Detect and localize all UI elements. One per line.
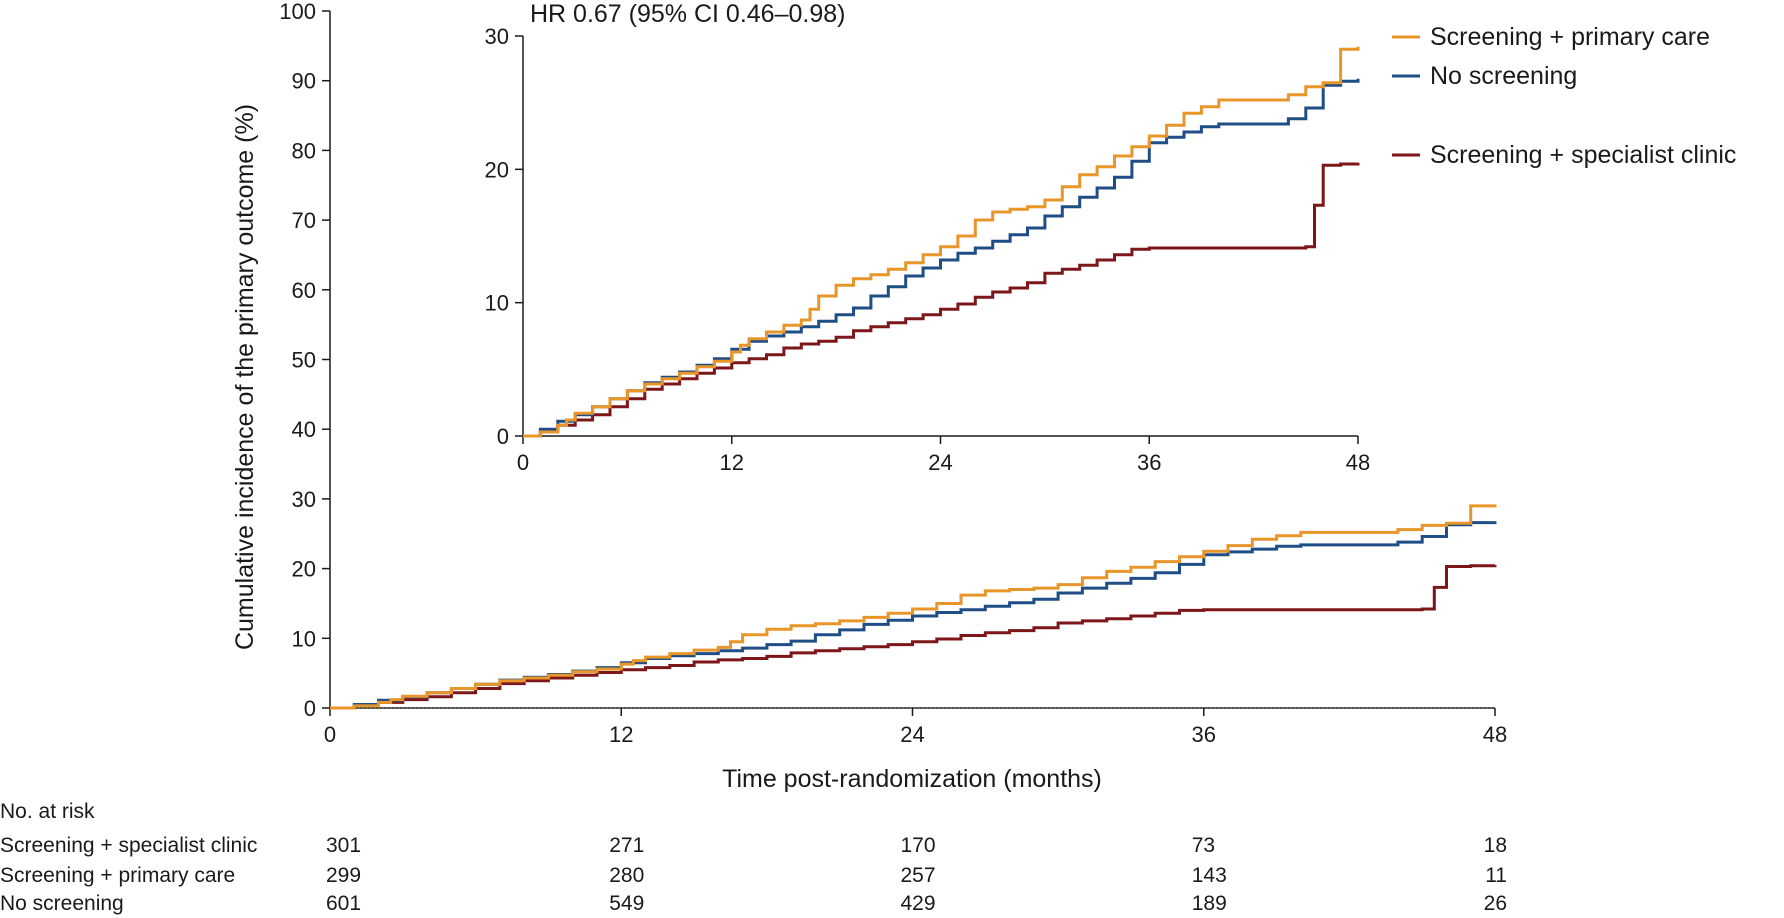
main-y-tick-label: 100 bbox=[279, 0, 316, 24]
risk-row-label: No screening bbox=[0, 892, 124, 915]
y-axis-title: Cumulative incidence of the primary outc… bbox=[231, 104, 259, 650]
main-x-tick-label: 48 bbox=[1483, 722, 1507, 747]
risk-table-cell: 26 bbox=[1484, 892, 1507, 915]
inset-y-tick-label: 20 bbox=[485, 157, 509, 182]
risk-table-cell: 299 bbox=[326, 864, 361, 887]
risk-table-cell: 18 bbox=[1484, 834, 1507, 857]
legend: Screening + primary care No screening Sc… bbox=[1392, 23, 1736, 169]
inset-x-tick-label: 12 bbox=[720, 450, 744, 475]
main-series-line-screening-primary-care bbox=[330, 504, 1497, 710]
main-y-tick-label: 20 bbox=[292, 557, 316, 582]
main-x-tick-label: 24 bbox=[900, 722, 924, 747]
inset-x-tick-label: 24 bbox=[928, 450, 952, 475]
risk-table-cell: 601 bbox=[326, 892, 361, 915]
inset-tick-labels: 0 10 20 30 0 12 24 36 48 bbox=[485, 24, 1371, 475]
inset-x-tick-label: 0 bbox=[517, 450, 529, 475]
inset-y-tick-label: 0 bbox=[497, 424, 509, 449]
main-y-tick-label: 50 bbox=[292, 348, 316, 373]
inset-y-tick-label: 30 bbox=[485, 24, 509, 49]
main-x-tick-label: 12 bbox=[609, 722, 633, 747]
risk-table-cell: 73 bbox=[1192, 834, 1215, 857]
risk-table: No. at risk Screening + specialist clini… bbox=[0, 800, 1507, 915]
risk-table-title: No. at risk bbox=[0, 800, 95, 823]
main-y-tick-label: 30 bbox=[292, 487, 316, 512]
inset-series-line-screening-primary-care bbox=[523, 46, 1360, 438]
x-axis-title: Time post-randomization (months) bbox=[722, 765, 1102, 793]
inset-chart: 0 10 20 30 0 12 24 36 48 HR 0.67 (95% CI 0.46–0.… bbox=[470, 0, 1370, 480]
legend-label-no-screening: No screening bbox=[1430, 62, 1577, 90]
risk-table-cell: 189 bbox=[1192, 892, 1227, 915]
main-y-tick-label: 0 bbox=[304, 696, 316, 721]
main-y-tick-label: 70 bbox=[292, 208, 316, 233]
main-y-tick-label: 10 bbox=[292, 626, 316, 651]
risk-row-label: Screening + primary care bbox=[0, 864, 235, 887]
inset-x-tick-label: 36 bbox=[1137, 450, 1161, 475]
risk-table-cell: 143 bbox=[1192, 864, 1227, 887]
legend-label-specialist-clinic: Screening + specialist clinic bbox=[1430, 141, 1736, 169]
risk-table-cell: 549 bbox=[609, 892, 644, 915]
inset-axes bbox=[515, 35, 1359, 444]
main-series-lines bbox=[330, 504, 1497, 710]
risk-table-values: 301 271 170 73 18 299 280 257 143 11 601 549 429 189 2… bbox=[326, 834, 1507, 915]
inset-x-tick-label: 48 bbox=[1346, 450, 1370, 475]
main-y-tick-label: 60 bbox=[292, 278, 316, 303]
risk-table-cell: 429 bbox=[901, 892, 936, 915]
risk-table-cell: 280 bbox=[609, 864, 644, 887]
inset-series-lines bbox=[523, 46, 1360, 438]
risk-table-cell: 170 bbox=[901, 834, 936, 857]
main-y-tick-label: 80 bbox=[292, 138, 316, 163]
main-axes bbox=[322, 10, 1496, 716]
hazard-ratio-annotation: HR 0.67 (95% CI 0.46–0.98) bbox=[530, 0, 845, 28]
legend-label-primary-care: Screening + primary care bbox=[1430, 23, 1710, 51]
main-y-tick-label: 40 bbox=[292, 417, 316, 442]
main-x-tick-label: 36 bbox=[1192, 722, 1216, 747]
inset-series-line-screening-specialist-clinic bbox=[523, 162, 1360, 438]
inset-y-tick-label: 10 bbox=[485, 291, 509, 316]
main-x-tick-label: 0 bbox=[324, 722, 336, 747]
main-series-line-screening-specialist-clinic bbox=[330, 564, 1497, 710]
main-y-tick-label: 90 bbox=[292, 69, 316, 94]
risk-row-label: Screening + specialist clinic bbox=[0, 834, 257, 857]
risk-table-cell: 257 bbox=[901, 864, 936, 887]
risk-table-cell: 271 bbox=[609, 834, 644, 857]
risk-table-cell: 11 bbox=[1485, 864, 1507, 887]
risk-table-cell: 301 bbox=[326, 834, 361, 857]
